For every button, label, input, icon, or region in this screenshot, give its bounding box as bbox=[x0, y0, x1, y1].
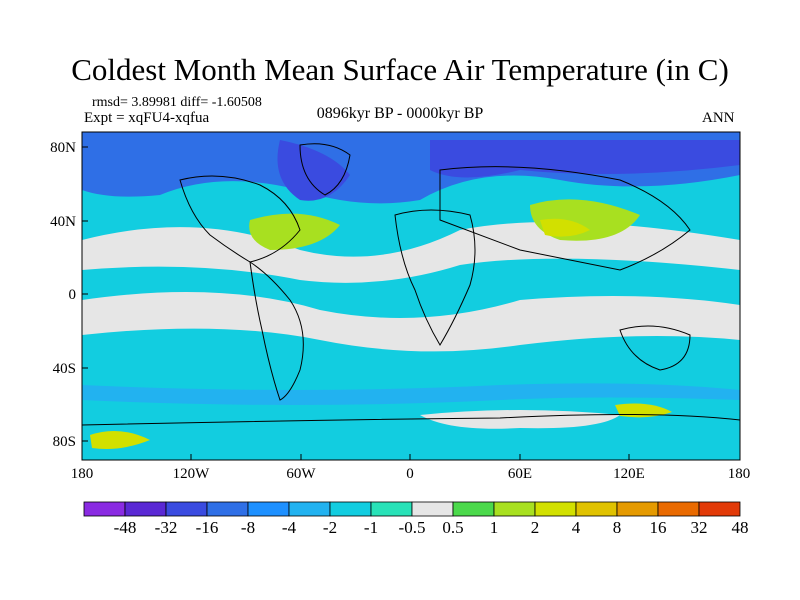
colorbar-swatch bbox=[575, 501, 618, 517]
lat-label-40s: 40S bbox=[52, 361, 76, 377]
colorbar-label: 8 bbox=[612, 518, 622, 537]
colorbar-label: -32 bbox=[154, 518, 178, 537]
colorbar-swatch bbox=[83, 501, 126, 517]
warm-core-asia bbox=[540, 218, 590, 237]
colorbar-swatch bbox=[452, 501, 495, 517]
colorbar-label: 0.5 bbox=[442, 518, 464, 537]
warm-patch-america bbox=[249, 213, 340, 250]
colorbar-swatch bbox=[288, 501, 331, 517]
near-zero-band-south bbox=[82, 292, 740, 352]
lon-label-180e: 180 bbox=[727, 466, 751, 482]
colorbar bbox=[83, 501, 741, 517]
colorbar-swatch bbox=[247, 501, 290, 517]
lon-label-0: 0 bbox=[406, 466, 414, 482]
period-label: 0896kyr BP - 0000kyr BP bbox=[316, 105, 484, 122]
warm-patch-antarctic-west bbox=[90, 431, 150, 449]
colorbar-swatch bbox=[493, 501, 536, 517]
siberia-cold bbox=[430, 140, 740, 178]
greenland-cold bbox=[277, 140, 350, 201]
colorbar-label: 32 bbox=[690, 518, 708, 537]
axis-ticks bbox=[82, 146, 630, 460]
coastlines bbox=[82, 143, 740, 426]
temperature-field bbox=[82, 132, 740, 460]
warm-patch-antarctic-east bbox=[615, 403, 672, 418]
colorbar-swatch bbox=[657, 501, 700, 517]
colorbar-swatch bbox=[206, 501, 249, 517]
map-title: Coldest Month Mean Surface Air Temperatu… bbox=[71, 52, 729, 87]
colorbar-label: -2 bbox=[322, 518, 338, 537]
colorbar-swatch bbox=[329, 501, 372, 517]
map-frame bbox=[81, 131, 741, 461]
lon-label-120w: 120W bbox=[172, 466, 210, 482]
lat-label-40n: 40N bbox=[50, 214, 76, 230]
colorbar-swatch bbox=[370, 501, 413, 517]
lon-label-60w: 60W bbox=[286, 466, 316, 482]
lat-label-80n: 80N bbox=[50, 140, 76, 156]
lon-label-120e: 120E bbox=[613, 466, 645, 482]
lon-label-60e: 60E bbox=[507, 466, 533, 482]
colorbar-label: 16 bbox=[649, 518, 667, 537]
colorbar-swatch bbox=[124, 501, 167, 517]
colorbar-swatch bbox=[698, 501, 741, 517]
lat-label-0: 0 bbox=[68, 287, 77, 303]
colorbar-label: -8 bbox=[240, 518, 256, 537]
colorbar-label: -16 bbox=[195, 518, 219, 537]
colorbar-label: -4 bbox=[281, 518, 297, 537]
lat-label-80s: 80S bbox=[52, 434, 76, 450]
colorbar-swatch bbox=[165, 501, 208, 517]
colorbar-swatch bbox=[616, 501, 659, 517]
stats-label: rmsd= 3.89981 diff= -1.60508 bbox=[92, 95, 262, 110]
colorbar-swatch bbox=[534, 501, 577, 517]
colorbar-label: -1 bbox=[363, 518, 379, 537]
southern-ocean-cold-band bbox=[82, 383, 740, 405]
season-label: ANN bbox=[702, 110, 735, 126]
colorbar-label: 4 bbox=[571, 518, 581, 537]
colorbar-label: 2 bbox=[530, 518, 540, 537]
lon-label-180w: 180 bbox=[70, 466, 94, 482]
colorbar-label: 48 bbox=[731, 518, 749, 537]
experiment-label: Expt = xqFU4-xqfua bbox=[84, 110, 210, 126]
colorbar-label: 1 bbox=[489, 518, 499, 537]
colorbar-label: -0.5 bbox=[398, 518, 426, 537]
colorbar-label: -48 bbox=[113, 518, 137, 537]
colorbar-swatch bbox=[411, 501, 454, 517]
